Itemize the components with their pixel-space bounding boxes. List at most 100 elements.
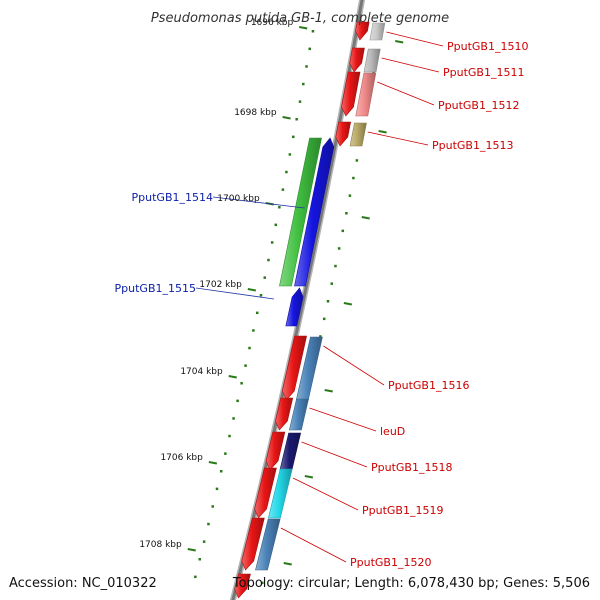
ruler-dot [263,276,267,279]
gene-protein-arrow [294,137,335,287]
ruler-tick-label: 1698 kbp [234,108,277,118]
ruler-dot [355,159,359,162]
label-leader-line [377,81,435,106]
label-leader-line [309,407,377,432]
ruler-dot [292,135,295,139]
gene-protein-arrow [355,21,370,41]
label-leader-line [280,527,347,563]
gene-protein-arrow [275,397,294,431]
gene-product-bar [369,22,386,41]
gene-pputgb1-1513 [335,121,367,147]
ruler-dot [228,434,231,438]
ruler-tick-label: 1706 kbp [160,453,203,463]
gene-protein-arrow [241,517,265,571]
ruler-dot [252,329,255,332]
ruler-dot [305,65,308,68]
ruler-dot [334,264,337,268]
accession-text: Accession: NC_010322 [9,576,157,591]
gene-label: PputGB1_1515 [115,282,196,295]
ruler-tick-label: 1702 kbp [199,280,242,290]
gene-product-bar [288,398,309,431]
gene-protein-arrow [265,431,286,471]
gene-product-bar [355,72,377,117]
ruler-dot [259,294,263,297]
gene-pputgb1-1520 [241,517,281,571]
ruler-dot [198,558,201,561]
ruler-dot [281,188,285,191]
gene-product-bar [363,48,381,73]
gene-pputgb1-1516 [282,335,323,401]
ruler-dot [330,282,334,285]
ruler-dot [267,258,270,262]
gene-product-bar [267,468,293,519]
ruler-dot [240,382,243,385]
ruler-dot [285,170,288,174]
gene-product-bar [349,122,367,147]
ruler-dot [288,153,292,156]
ruler-tick [378,130,387,134]
ruler-dot [348,194,352,197]
ruler-dot [255,311,259,315]
ruler-tick [282,116,291,120]
gene-protein-arrow [254,467,277,519]
gene-protein-arrow [341,71,361,117]
gene-pputgb1-1511 [349,47,381,73]
ruler-dot [322,317,326,321]
ruler-tick [208,461,218,465]
gene-leud [275,397,309,431]
gene-label: PputGB1_1518 [371,461,452,474]
ruler-dot [219,470,223,473]
ruler-dot [298,100,302,103]
ruler-dot [278,206,281,209]
label-leader-line [381,57,440,73]
ruler-tick-label: 1708 kbp [139,540,182,550]
label-leader-line [212,196,305,209]
ruler-dot [295,118,298,121]
label-leader-line [323,345,385,386]
ruler-dot [194,575,197,579]
gene-pputgb1-1510 [355,21,386,41]
ruler-dot [244,364,247,367]
ruler-dot [215,487,219,491]
gene-label: PputGB1_1519 [362,504,443,517]
ruler-dot [270,241,274,244]
ruler-tick [395,40,404,44]
ruler-dot [202,540,206,543]
gene-pputgb1-1514 [279,137,335,287]
gene-pputgb1-1519 [254,467,293,519]
gene-labels: PputGB1_1510 PputGB1_1511 PputGB1_1512 Pput… [115,40,529,569]
ruler-labels: 1696 kbp 1698 kbp 1700 kbp 1702 kbp 1704 kbp… [139,18,293,550]
gene-pputgb1-1512 [341,71,377,117]
genome-summary-text: Topology: circular; Length: 6,078,430 bp… [232,576,590,591]
ruler-dot [274,223,278,227]
gene-protein-arrow-partial [234,573,251,599]
ruler-tick-label: 1704 kbp [180,367,223,377]
gene-label: PputGB1_1520 [350,556,431,569]
ruler-dots [194,30,382,585]
ruler-dot [337,247,341,250]
gene-label: PputGB1_1513 [432,139,513,152]
ruler-dot [261,581,264,585]
label-leader-line [292,477,359,511]
map-title: Pseudomonas putida GB-1, complete genome [151,11,449,26]
ruler-dot [236,399,239,403]
gene-pputgb1-1518 [265,431,302,471]
ruler-dot [248,346,251,350]
gene-label: PputGB1_1512 [438,99,519,112]
gene-label: PputGB1_1516 [388,379,469,392]
ruler-tick [299,26,308,30]
label-leader-line [195,287,274,300]
ruler-dot [308,47,312,51]
gene-label: PputGB1_1511 [443,66,524,79]
ruler-ticks [187,26,404,566]
gene-protein-arrow [335,121,352,147]
ruler-dot [232,417,235,420]
gene-pputgb1-1515 [285,287,304,327]
ruler-tick [187,548,196,552]
ruler-tick [283,562,292,566]
ruler-dot [311,30,315,33]
gene-protein-arrow [282,335,308,401]
ruler-tick [361,216,370,220]
ruler-dot [341,229,345,233]
